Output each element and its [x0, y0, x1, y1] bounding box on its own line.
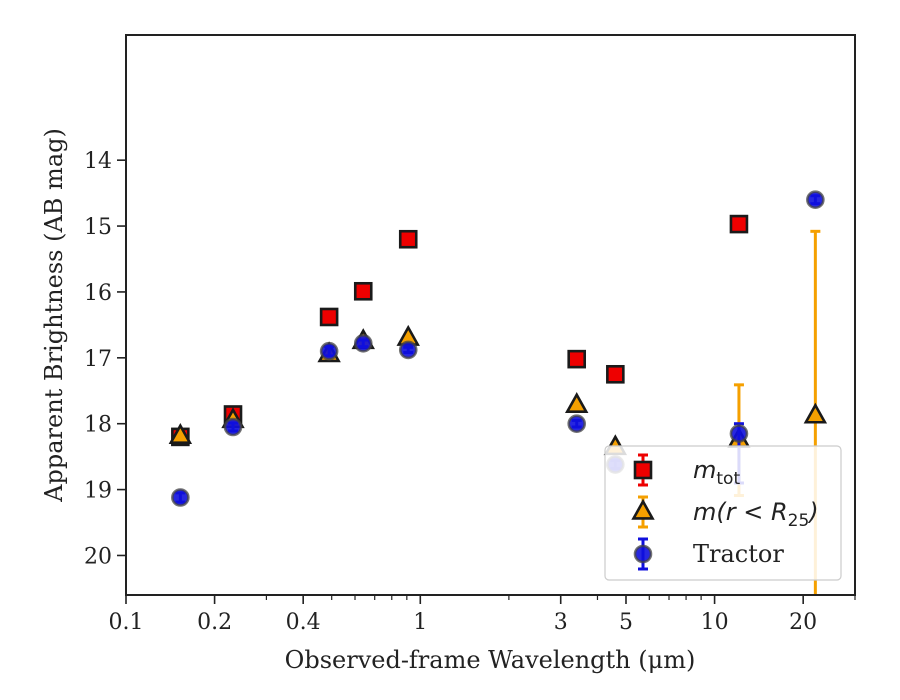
legend-marker — [633, 544, 653, 564]
data-point — [567, 414, 587, 434]
legend-item: mtot — [633, 453, 740, 489]
x-tick-label: 0.1 — [109, 610, 144, 635]
data-point — [353, 281, 373, 301]
axis-ticks: 0.1 0.2 0.4 1 3 5 10 20 14 15 16 17 18 19 20 — [84, 149, 856, 635]
y-tick-label: 15 — [84, 215, 112, 240]
y-tick-label: 17 — [84, 347, 112, 372]
x-tick-label: 1 — [413, 610, 427, 635]
data-point — [398, 229, 418, 249]
legend-box — [604, 445, 842, 581]
x-tick-label: 5 — [619, 610, 633, 635]
data-point — [564, 392, 589, 414]
legend-item: Tractor — [633, 537, 784, 571]
x-tick-label: 10 — [701, 610, 729, 635]
data-point — [398, 340, 418, 360]
x-tick-label: 0.2 — [197, 610, 232, 635]
legend-label: m(r < R25) — [693, 498, 819, 531]
data-point — [803, 402, 828, 424]
legend-marker — [633, 460, 653, 480]
legend-item: m(r < R25) — [631, 495, 819, 531]
y-axis-label: Apparent Brightness (AB mag) — [40, 128, 68, 503]
data-point — [319, 307, 339, 327]
axes-frame — [125, 34, 856, 596]
data-point — [806, 190, 825, 210]
x-tick-label: 0.4 — [286, 610, 321, 635]
x-tick-label: 3 — [554, 610, 568, 635]
x-axis-label: Observed-frame Wavelength (μm) — [285, 646, 696, 674]
data-point — [223, 417, 243, 437]
series-1 — [171, 214, 749, 447]
data-point — [729, 424, 749, 443]
data-point — [319, 341, 339, 361]
series-2 — [168, 229, 828, 595]
y-tick-label: 18 — [84, 413, 112, 438]
y-tick-label: 20 — [84, 544, 112, 569]
legend-label: Tractor — [693, 540, 784, 568]
y-tick-label: 16 — [84, 281, 112, 306]
data-point — [606, 364, 625, 384]
data-point — [567, 349, 587, 369]
data-point — [168, 423, 193, 444]
legend-label: mtot — [693, 456, 740, 489]
x-tick-label: 20 — [789, 610, 817, 635]
data-point — [353, 334, 373, 353]
legend: mtot m(r < R25) Tractor — [604, 445, 842, 581]
y-tick-label: 14 — [84, 149, 112, 174]
legend-marker — [631, 498, 655, 520]
data-point — [171, 488, 190, 507]
y-tick-label: 19 — [84, 479, 112, 504]
data-point — [729, 214, 749, 234]
